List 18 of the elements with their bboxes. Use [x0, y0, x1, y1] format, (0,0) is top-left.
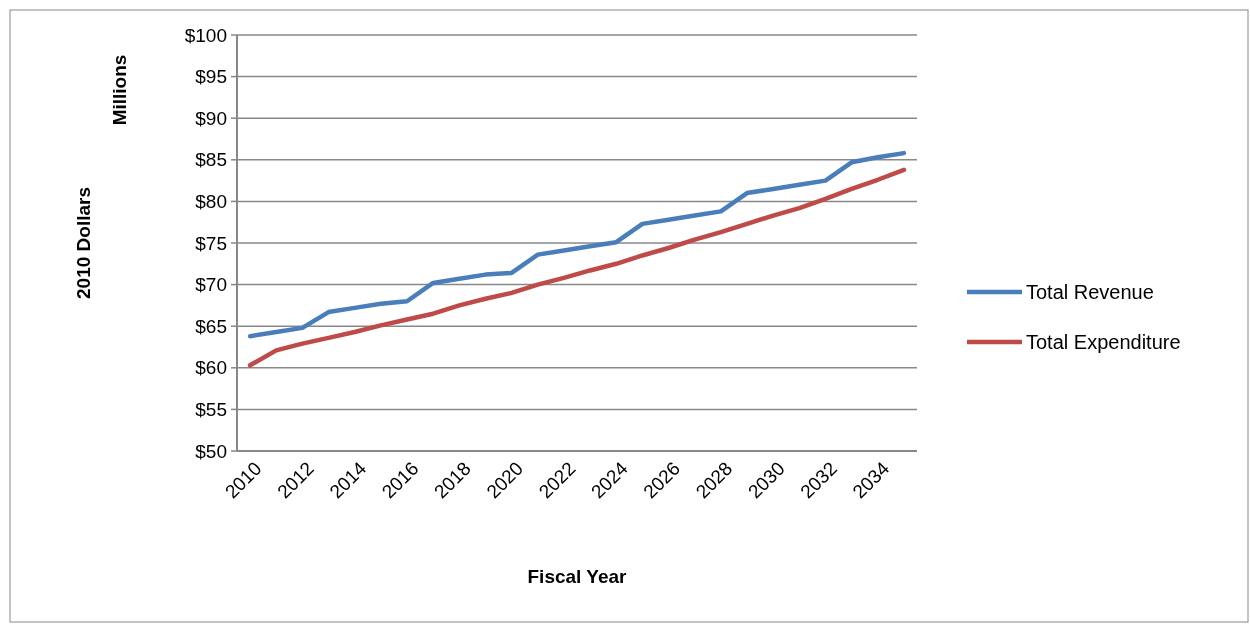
- y-tick-label: $95: [195, 66, 227, 88]
- y-axis-title: 2010 Dollars: [73, 187, 94, 299]
- y-tick-label: $70: [195, 274, 227, 296]
- line-series: [247, 150, 907, 339]
- y-tick-label: $75: [195, 232, 227, 254]
- y-tick-label: $80: [195, 191, 227, 213]
- x-axis-title: Fiscal Year: [527, 566, 628, 587]
- y-tick-label: $60: [195, 357, 227, 379]
- y-tick-label: $50: [195, 440, 227, 462]
- y-tick-label: $90: [195, 107, 227, 129]
- line-series: [247, 167, 907, 368]
- y-tick-label: $100: [184, 24, 227, 46]
- legend-label: Total Expenditure: [1026, 331, 1181, 353]
- y-tick-label: $55: [195, 399, 227, 421]
- y2-axis-title: Millions: [109, 54, 130, 126]
- legend-label: Total Revenue: [1026, 281, 1154, 303]
- y-tick-label: $65: [195, 315, 227, 337]
- y-tick-label: $85: [195, 149, 227, 171]
